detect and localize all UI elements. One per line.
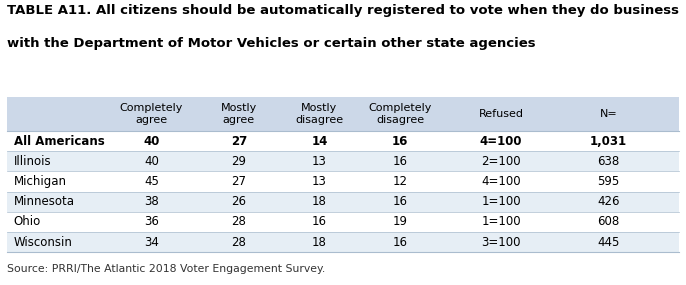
Text: 16: 16 xyxy=(392,135,408,148)
Text: 3=100: 3=100 xyxy=(482,236,521,249)
Text: 16: 16 xyxy=(392,195,407,208)
Text: 426: 426 xyxy=(598,195,619,208)
Text: Completely
disagree: Completely disagree xyxy=(368,103,431,125)
Text: Wisconsin: Wisconsin xyxy=(14,236,73,249)
Text: TABLE A11. All citizens should be automatically registered to vote when they do : TABLE A11. All citizens should be automa… xyxy=(7,4,679,17)
Text: 2=100: 2=100 xyxy=(481,155,521,168)
Text: 4=100: 4=100 xyxy=(481,175,521,188)
Text: 38: 38 xyxy=(144,195,158,208)
Text: 18: 18 xyxy=(312,195,327,208)
Text: with the Department of Motor Vehicles or certain other state agencies: with the Department of Motor Vehicles or… xyxy=(7,37,536,50)
Text: 1=100: 1=100 xyxy=(481,195,521,208)
Text: 40: 40 xyxy=(144,155,159,168)
Text: 595: 595 xyxy=(598,175,619,188)
Text: 45: 45 xyxy=(144,175,159,188)
Text: 1=100: 1=100 xyxy=(481,215,521,229)
Text: N=: N= xyxy=(600,109,617,119)
Text: 28: 28 xyxy=(231,236,246,249)
Text: 29: 29 xyxy=(231,155,246,168)
Text: 13: 13 xyxy=(312,155,327,168)
Text: 28: 28 xyxy=(231,215,246,229)
Text: 12: 12 xyxy=(392,175,407,188)
Text: 40: 40 xyxy=(143,135,160,148)
Text: 27: 27 xyxy=(230,135,247,148)
Text: 14: 14 xyxy=(311,135,328,148)
Text: 19: 19 xyxy=(392,215,407,229)
Text: Completely
agree: Completely agree xyxy=(120,103,183,125)
Text: Minnesota: Minnesota xyxy=(14,195,75,208)
Text: 445: 445 xyxy=(598,236,619,249)
Text: 18: 18 xyxy=(312,236,327,249)
Text: 1,031: 1,031 xyxy=(590,135,627,148)
Text: Michigan: Michigan xyxy=(14,175,67,188)
Text: 638: 638 xyxy=(598,155,619,168)
Text: Mostly
disagree: Mostly disagree xyxy=(296,103,344,125)
Text: Mostly
agree: Mostly agree xyxy=(221,103,257,125)
Text: 27: 27 xyxy=(231,175,246,188)
Text: Refused: Refused xyxy=(479,109,523,119)
Text: Illinois: Illinois xyxy=(14,155,51,168)
Text: 608: 608 xyxy=(598,215,619,229)
Text: Ohio: Ohio xyxy=(14,215,41,229)
Text: 16: 16 xyxy=(392,155,407,168)
Text: 13: 13 xyxy=(312,175,327,188)
Text: 4=100: 4=100 xyxy=(480,135,522,148)
Text: 34: 34 xyxy=(144,236,159,249)
Text: All Americans: All Americans xyxy=(14,135,104,148)
Text: 36: 36 xyxy=(144,215,159,229)
Text: 16: 16 xyxy=(312,215,327,229)
Text: 16: 16 xyxy=(392,236,407,249)
Text: 26: 26 xyxy=(231,195,246,208)
Text: Source: PRRI/The Atlantic 2018 Voter Engagement Survey.: Source: PRRI/The Atlantic 2018 Voter Eng… xyxy=(7,264,325,274)
